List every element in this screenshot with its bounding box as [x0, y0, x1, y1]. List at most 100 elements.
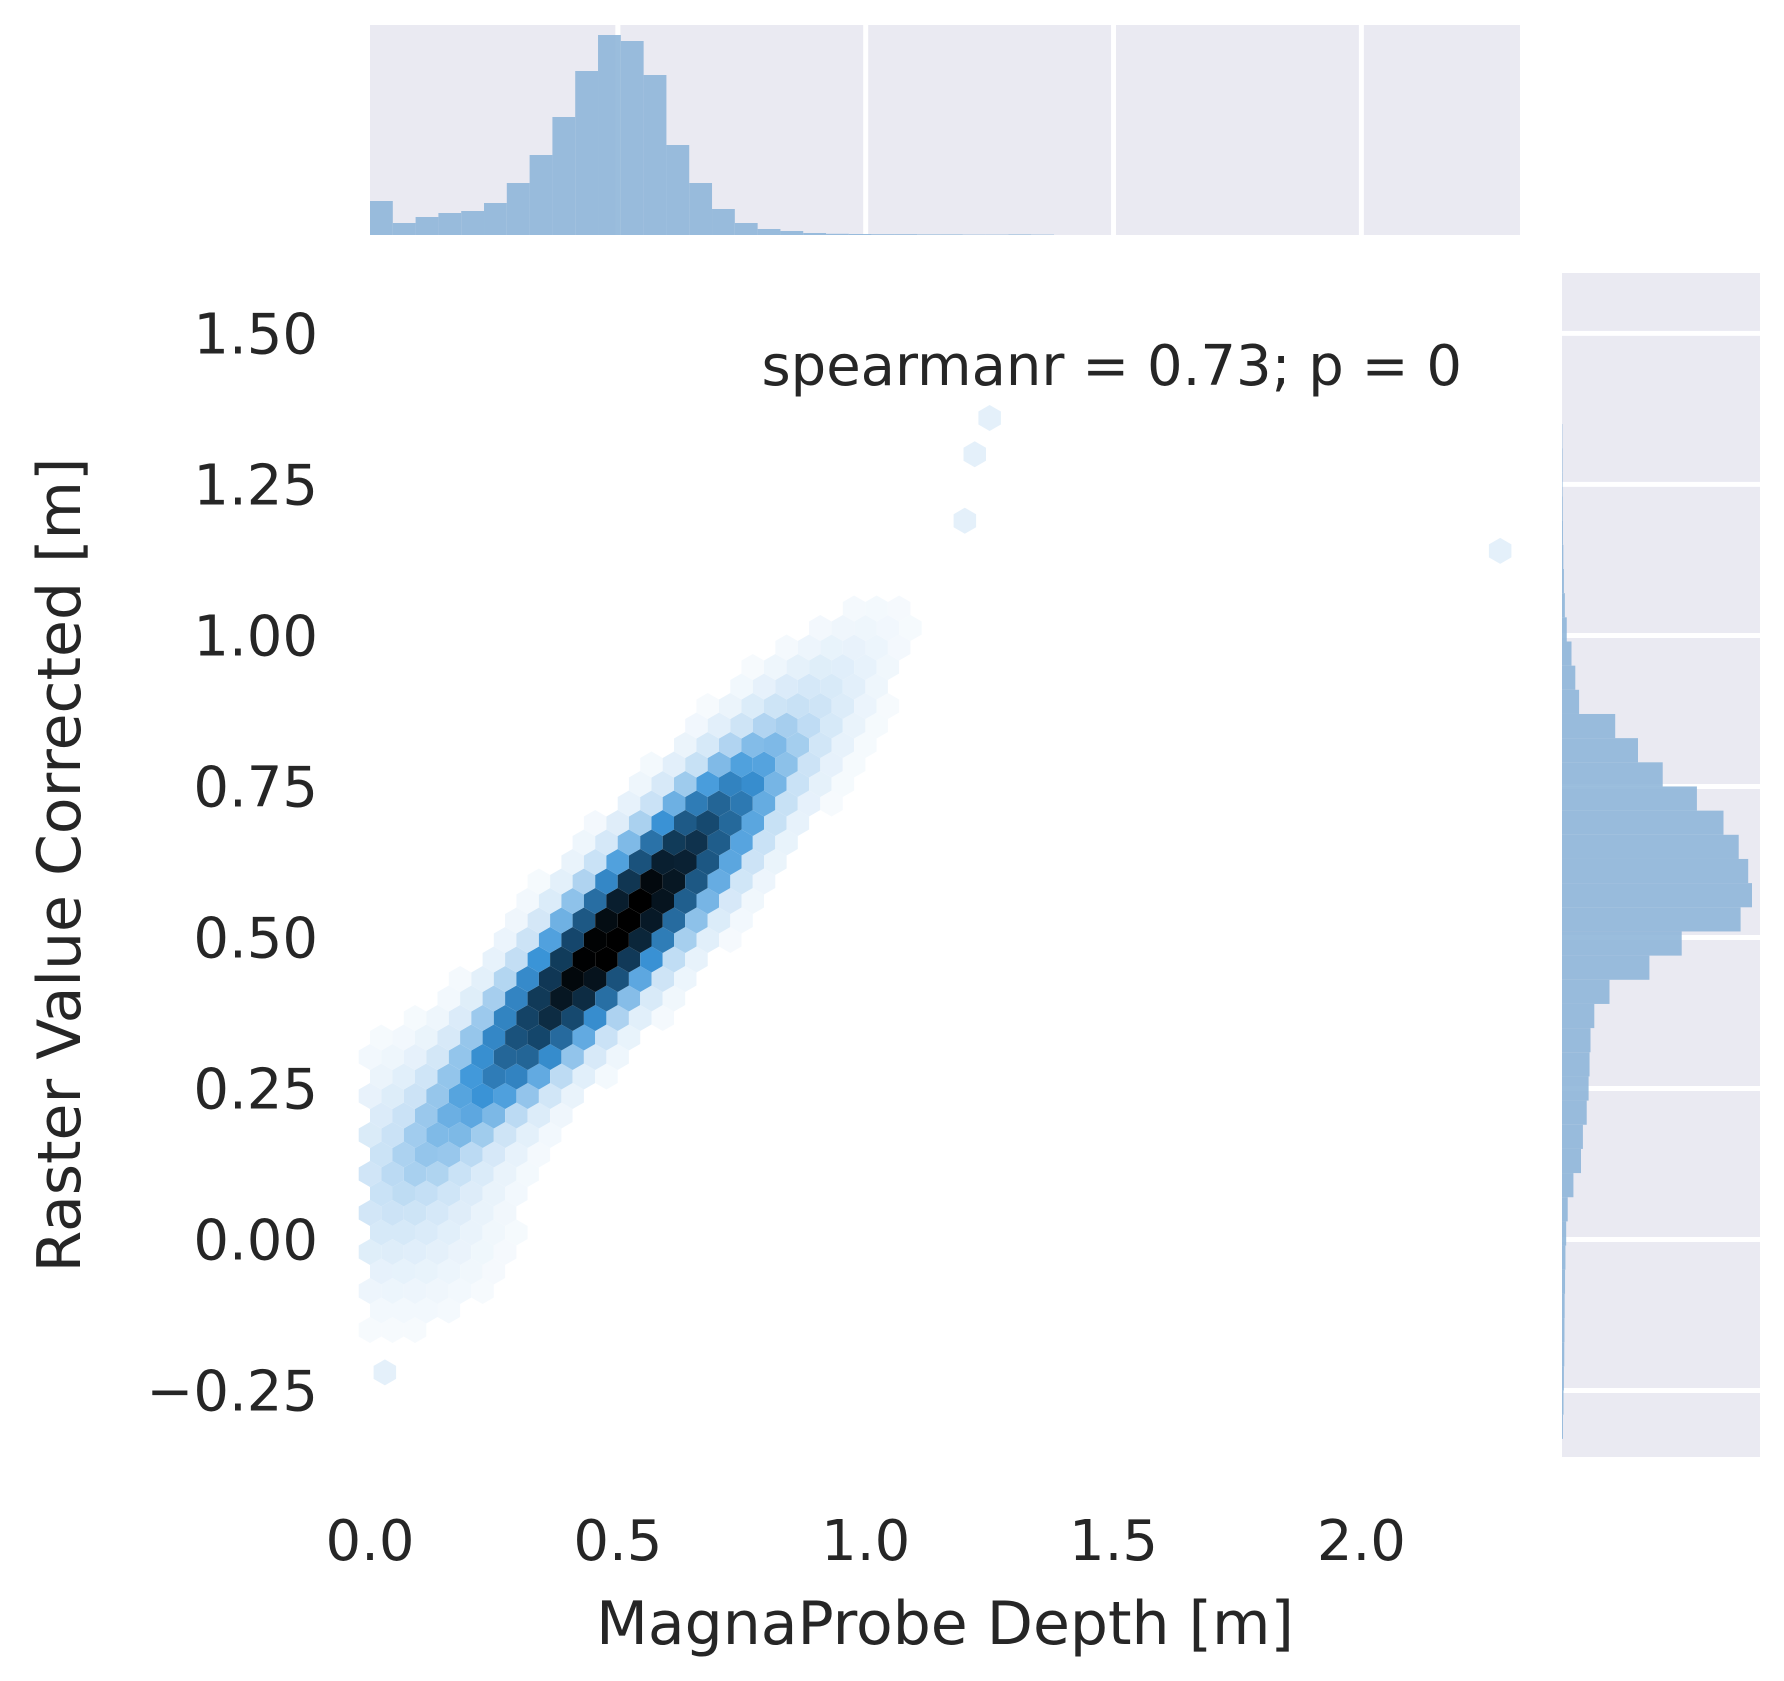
hexbin-cell	[719, 888, 742, 914]
y-histogram-bar	[1562, 1342, 1565, 1367]
hexbin-cell	[358, 1278, 382, 1304]
hexbin-cell	[538, 966, 562, 992]
hexbin-cell	[538, 888, 562, 914]
hexbin-cell	[538, 1044, 562, 1070]
hexbin-cell	[471, 1122, 494, 1148]
y-histogram-bar	[1562, 1124, 1583, 1149]
hexbin-cell	[640, 751, 663, 778]
y-histogram-bar	[1562, 1052, 1590, 1077]
hexbin-cell	[685, 868, 708, 895]
hexbin-cell	[493, 1083, 517, 1109]
hexbin-cell	[606, 1005, 629, 1031]
hexbin-cell	[415, 1219, 438, 1246]
hexbin-cell	[437, 1063, 461, 1090]
hexbin-cell	[583, 1005, 607, 1031]
hexbin-cell	[471, 1161, 494, 1187]
x-histogram-bar	[484, 203, 507, 235]
hexbin-cell	[662, 751, 686, 778]
y-axis-label: Raster Value Corrected [m]	[25, 458, 95, 1273]
hexbin-cells	[358, 405, 1512, 1386]
hexbin-cell	[358, 1122, 382, 1148]
hexbin-cell	[696, 927, 719, 953]
hexbin-cell	[809, 615, 832, 641]
hexbin-cell	[381, 1278, 404, 1304]
hexbin-cell	[448, 1161, 472, 1187]
hexbin-cell	[437, 1180, 461, 1207]
y-tick-label: 1.50	[193, 302, 318, 367]
x-marginal-histogram	[370, 25, 1520, 235]
hexbin-cell	[583, 849, 607, 875]
hexbin-cell	[730, 712, 753, 739]
y-histogram-bar	[1562, 1366, 1564, 1391]
hexbin-cell	[775, 790, 798, 817]
hexbin-cell	[685, 946, 708, 973]
hexbin-cell	[527, 1024, 551, 1051]
hexbin-cell	[505, 1180, 528, 1207]
y-marginal-histogram	[1562, 273, 1760, 1457]
hexbin-cell	[505, 946, 528, 973]
y-histogram-bar	[1562, 641, 1572, 666]
x-histogram-bar	[734, 223, 758, 235]
hexbin-cell	[550, 946, 573, 973]
hexbin-cell	[707, 751, 731, 778]
hexbin-cell	[561, 888, 584, 914]
hexbin-cell	[493, 1239, 517, 1265]
hexbin-cell	[426, 1122, 449, 1148]
hexbin-cell	[797, 673, 821, 700]
hexbin-cell	[403, 1005, 427, 1031]
hexbin-cell	[415, 1063, 438, 1090]
hexbin-cell	[448, 1044, 472, 1070]
hexbin-cell	[426, 1044, 449, 1070]
hexbin-cell	[764, 771, 787, 797]
hexbin-cell	[460, 1102, 483, 1129]
hexbin-cell	[707, 907, 731, 934]
hexbin-cell	[403, 1239, 427, 1265]
hexbin-cell	[854, 654, 877, 680]
hexbin-cell	[426, 1005, 449, 1031]
hexbin-cell	[617, 790, 641, 817]
hexbin-cell	[370, 1258, 393, 1285]
hexbin-cell	[550, 868, 573, 895]
hexbin-cell	[471, 1239, 494, 1265]
hexbin-cell	[842, 595, 866, 622]
hexbin-cell	[662, 829, 686, 856]
hexbin-cell	[730, 829, 753, 856]
y-tick-label: 0.00	[193, 1209, 318, 1274]
hexbin-cell	[471, 1083, 494, 1109]
hexbin-cell	[437, 1297, 461, 1324]
y-histogram-bar	[1562, 1148, 1581, 1174]
hexbin-cell	[437, 1258, 461, 1285]
hexbin-cell	[741, 771, 764, 797]
hexbin-cell	[595, 1063, 618, 1090]
hexbin-cell	[460, 1024, 483, 1051]
plot-area	[370, 273, 1520, 1457]
hexbin-cell	[617, 907, 641, 934]
hexbin-cell	[809, 732, 832, 758]
x-histogram-bar	[712, 209, 735, 235]
y-tick-label: 0.25	[193, 1058, 318, 1123]
y-histogram-bar	[1562, 1100, 1587, 1125]
hexbin-cell	[448, 1005, 472, 1031]
hexbin-cell	[651, 966, 674, 992]
hexbin-cell	[460, 1063, 483, 1090]
hexbin-cell	[685, 790, 708, 817]
hexbin-cell	[876, 693, 900, 719]
hexbin-cell	[842, 673, 866, 700]
hexbin-cell	[381, 1044, 404, 1070]
hexbin-cell	[786, 810, 810, 836]
hexbin-cell	[820, 634, 843, 661]
hexbin-cell	[527, 1102, 551, 1129]
y-histogram-bar	[1562, 810, 1724, 835]
y-histogram-bar	[1562, 472, 1563, 497]
hexbin-cell	[493, 1200, 517, 1226]
hexbin-cell	[640, 829, 663, 856]
hexbin-cell	[651, 888, 674, 914]
hexbin-cell	[426, 1161, 449, 1187]
y-histogram-bar	[1562, 1269, 1566, 1294]
hexbin-cell	[527, 1063, 551, 1090]
hexbin-cell	[685, 712, 708, 739]
hexbin-cell	[527, 868, 551, 895]
y-tick-labels: −0.25 0.00 0.25 0.50 0.75 1.00 1.25 1.50	[146, 302, 318, 1424]
hexbin-cell	[628, 927, 652, 953]
hexbin-cell	[460, 1141, 483, 1168]
